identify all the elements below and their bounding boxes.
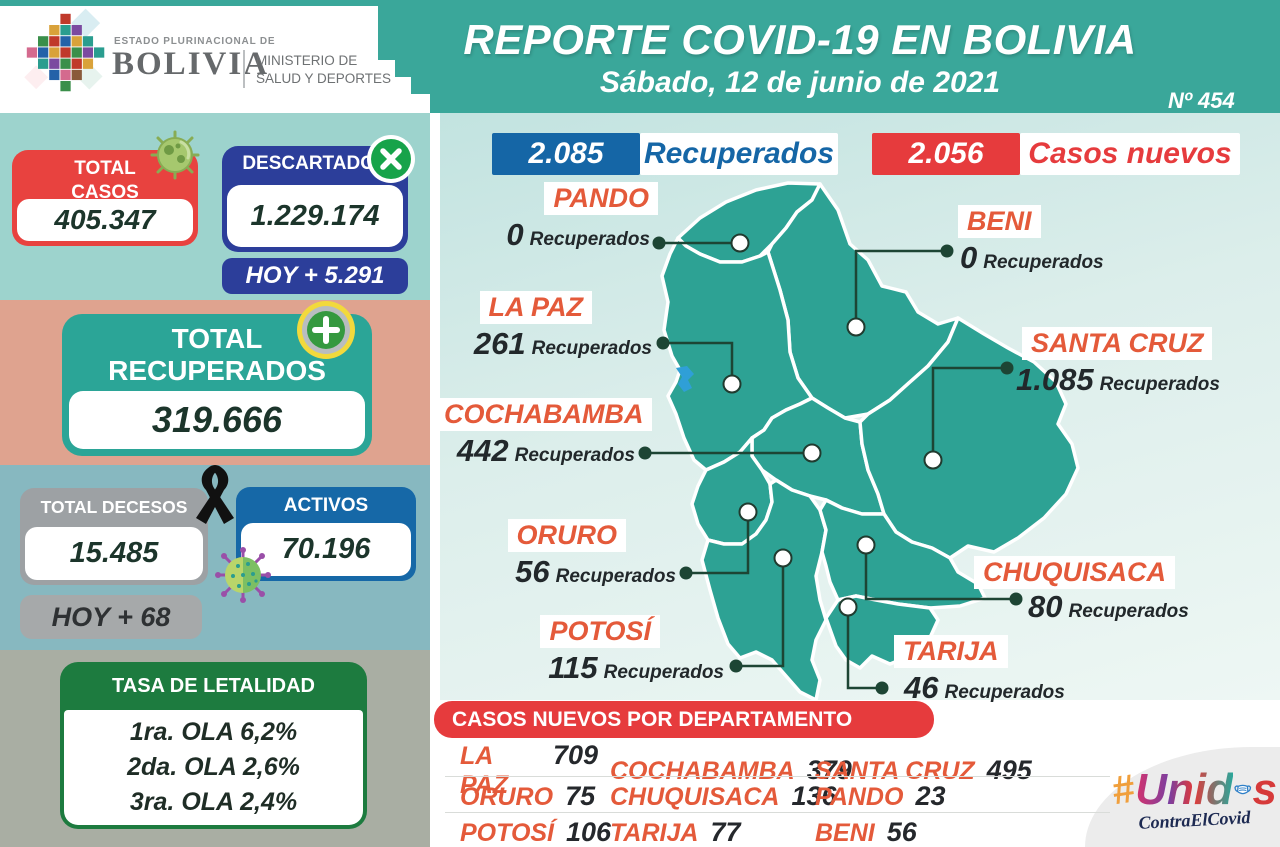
total-deaths-label: TOTAL DECESOS — [40, 497, 188, 517]
dept-value-tarija: 46 — [904, 670, 939, 705]
bolivia-map — [638, 181, 1080, 702]
state-label: ESTADO PLURINACIONAL DE — [114, 36, 276, 47]
dept-value-oruro: 56 — [515, 554, 550, 589]
campaign-s: s — [1252, 765, 1277, 814]
table-separator — [445, 812, 1110, 813]
dept-value-la-paz: 261 — [473, 326, 526, 361]
lethality-wave-1: 1ra. OLA 6,2% — [129, 718, 298, 746]
plus-icon — [297, 301, 355, 359]
dept-name-chuquisaca: CHUQUISACA — [974, 556, 1176, 589]
dept-name-pando: PANDO — [544, 182, 658, 215]
map-marker-icons — [638, 233, 1023, 695]
lethality-wave-2: 2da. OLA 2,6% — [127, 753, 300, 781]
table-row: POTOSÍ 106 TARIJA 77 BENI 56 — [460, 816, 917, 847]
dept-value-chuquisaca: 80 — [1028, 589, 1063, 624]
dept-name-la-paz: LA PAZ — [479, 291, 592, 324]
face-mask-icon — [1234, 784, 1252, 795]
department-shape-potosi — [700, 478, 828, 702]
virus-icon — [150, 130, 200, 180]
callout-pando: PANDO 0 Recuperados — [450, 182, 658, 253]
deaths-today-badge: HOY + 68 — [20, 595, 202, 639]
callout-chuquisaca: CHUQUISACA 80 Recuperados — [974, 556, 1189, 625]
discarded-x-icon — [367, 135, 415, 183]
ministry-name: MINISTERIO DE SALUD Y DEPORTES — [256, 52, 391, 87]
dept-name-tarija: TARIJA — [894, 635, 1008, 668]
report-number: Nº 454 — [1168, 88, 1235, 113]
lake-titicaca — [676, 366, 694, 392]
total-recovered-label: TOTAL RECUPERADOS — [108, 323, 326, 387]
total-recovered-value: 319.666 — [151, 399, 283, 440]
campaign-logo: # Unid s ContraElCovid — [1109, 765, 1277, 833]
table-separator — [445, 776, 1110, 777]
callout-potosi: POTOSÍ 115 Recuperados — [524, 615, 724, 686]
dept-name-oruro: ORURO — [507, 519, 626, 552]
callout-santa-cruz: SANTA CRUZ 1.085 Recuperados — [1016, 327, 1220, 397]
mourning-ribbon-icon — [196, 465, 234, 524]
table-row: LA PAZ 709 COCHABAMBA 379 SANTA CRUZ 495 — [460, 740, 1032, 799]
report-date: Sábado, 12 de junio de 2021 — [599, 66, 1001, 99]
new-cases-table-title: CASOS NUEVOS POR DEPARTAMENTO — [434, 701, 934, 738]
table-row: ORURO 75 CHUQUISACA 136 PANDO 23 — [460, 780, 946, 811]
dept-value-cochabamba: 442 — [456, 433, 509, 468]
lethality-card: TASA DE LETALIDAD 1ra. OLA 6,2% 2da. OLA… — [60, 662, 367, 829]
lethality-wave-3: 3ra. OLA 2,4% — [129, 788, 298, 816]
virus-icon-2 — [215, 547, 271, 603]
active-cases-card: ACTIVOS 70.196 — [236, 487, 416, 581]
recovered-total-label: Recuperados — [640, 133, 838, 175]
callout-tarija: TARIJA 46 Recuperados — [894, 635, 1065, 706]
dept-value-pando: 0 — [506, 217, 524, 252]
active-cases-value: 70.196 — [281, 533, 371, 565]
callout-la-paz: LA PAZ 261 Recuperados — [473, 291, 652, 361]
callout-cochabamba: COCHABAMBA 442 Recuperados — [435, 398, 653, 469]
total-deaths-value: 15.485 — [69, 537, 159, 569]
new-cases-total-badge: 2.056 — [872, 133, 1020, 175]
page-title: REPORTE COVID-19 EN BOLIVIA — [463, 16, 1137, 63]
state-name: BOLIVIA — [112, 46, 270, 82]
dept-name-beni: BENI — [958, 205, 1041, 238]
discarded-label: DESCARTADOS — [242, 153, 388, 174]
campaign-word: Unid — [1135, 765, 1234, 814]
hashtag-icon: # — [1109, 766, 1138, 814]
dept-name-santa-cruz: SANTA CRUZ — [1022, 327, 1213, 360]
discarded-card: DESCARTADOS 1.229.174 — [222, 146, 408, 252]
new-cases-total-label: Casos nuevos — [1020, 133, 1240, 175]
bolivia-patchwork-logo-icon — [24, 8, 105, 92]
dept-value-santa-cruz: 1.085 — [1016, 362, 1094, 397]
dept-name-cochabamba: COCHABAMBA — [435, 398, 653, 431]
lethality-label: TASA DE LETALIDAD — [112, 675, 315, 697]
total-cases-value: 405.347 — [54, 204, 156, 235]
ministry-line1: MINISTERIO DE — [256, 53, 358, 68]
column-divider — [430, 113, 440, 847]
ministry-line2: SALUD Y DEPORTES — [256, 70, 392, 86]
total-deaths-card: TOTAL DECESOS 15.485 — [20, 488, 208, 585]
discarded-value: 1.229.174 — [250, 199, 380, 232]
header-divider — [243, 50, 245, 88]
callout-connectors — [645, 241, 1016, 690]
recovered-total-badge: 2.085 — [492, 133, 640, 175]
dept-name-potosi: POTOSÍ — [540, 615, 660, 648]
callout-beni: BENI 0 Recuperados — [958, 205, 1104, 275]
dept-value-potosi: 115 — [548, 650, 598, 685]
callout-oruro: ORURO 56 Recuperados — [476, 519, 676, 590]
dept-value-beni: 0 — [960, 240, 978, 275]
active-cases-label: ACTIVOS — [283, 495, 369, 516]
total-cases-label: TOTAL CASOS — [71, 158, 139, 203]
discarded-today-badge: HOY + 5.291 — [222, 258, 408, 294]
